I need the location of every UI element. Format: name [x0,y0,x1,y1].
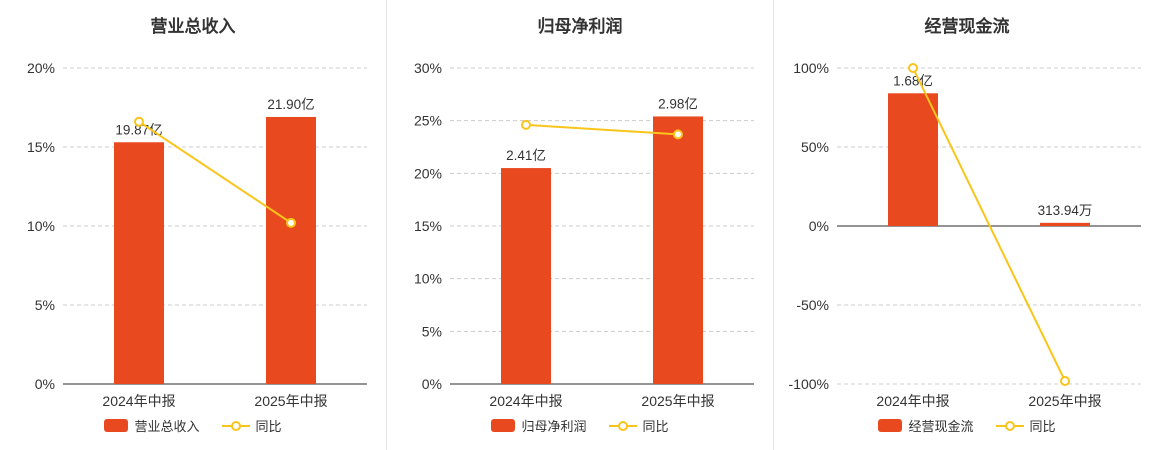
revenue-chart-canvas: 0% 5% 10% 15% 20% 19.87亿 21.90亿 2024年中报 2025年中报 [27,60,367,409]
bar [1040,222,1090,226]
yoy-line-marker [673,129,683,140]
bar-series-swatch [104,419,129,432]
bar [888,93,938,226]
yoy-line-marker [286,217,296,228]
y-tick-label: 15% [414,218,442,234]
yoy-line-marker [1060,375,1070,386]
line-series-swatch [221,419,250,432]
yoy-line [912,67,1066,382]
y-tick-label: 20% [414,165,442,181]
yoy-line-marker [908,63,918,73]
bar-series-swatch [878,419,903,432]
y-tick-label: 10% [414,271,442,287]
chart-title: 归母净利润 [537,16,623,36]
chart-legend: 归母净利润 同比 [491,416,669,435]
x-axis-label: 2024年中报 [489,393,562,409]
y-tick-label: 100% [793,60,829,76]
bar-value-label: 313.94万 [1038,203,1093,218]
y-tick-label: 20% [27,60,55,76]
bar-series-swatch [491,419,516,432]
chart-panel-total-revenue: 营业总收入 0% 5% 10% 15% 20% 19.87亿 21.90亿 2024年中报 20… [0,0,386,450]
x-axis-label: 2025年中报 [254,393,327,409]
legend-item-bar: 经营现金流 [878,416,974,435]
yoy-line-marker [134,116,144,127]
y-tick-label: 10% [27,218,55,234]
y-tick-label: 0% [809,218,829,234]
legend-label: 营业总收入 [134,419,200,434]
bar [653,116,703,384]
bar [266,116,316,384]
bar [114,142,164,384]
line-series-swatch [995,419,1024,432]
line-series-swatch [608,419,637,432]
legend-label: 经营现金流 [908,419,974,434]
bar-value-label: 19.87亿 [115,122,162,137]
x-axis-label: 2025年中报 [1028,393,1101,409]
net-profit-chart-canvas: 0% 5% 10% 15% 20% 25% 30% 2.41亿 2.98亿 2024年中报 2025… [414,60,754,409]
bar-value-label: 21.90亿 [267,97,314,112]
y-tick-label: 25% [414,113,442,129]
legend-label: 归母净利润 [521,419,587,434]
legend-item-line: 同比 [608,416,669,435]
y-tick-label: 5% [35,297,55,313]
bar [501,168,551,384]
chart-panel-operating-cash-flow: 经营现金流 -100% -50% 0% 50% 100% 1.68亿 313.94万 2024… [773,0,1160,450]
legend-item-line: 同比 [995,416,1056,435]
chart-legend: 经营现金流 同比 [878,416,1056,435]
yoy-line [525,123,679,136]
chart-panel-net-profit: 归母净利润 0% 5% 10% 15% 20% 25% 30% 2.41亿 2.98亿 2024年… [386,0,773,450]
legend-label: 同比 [255,419,282,434]
chart-title: 经营现金流 [924,16,1010,36]
y-tick-label: 50% [801,139,829,155]
yoy-line-marker [521,119,531,130]
bar-value-label: 2.41亿 [506,148,546,163]
x-axis-label: 2024年中报 [102,393,175,409]
cash-flow-chart-canvas: -100% -50% 0% 50% 100% 1.68亿 313.94万 2024年中报 202… [789,60,1141,409]
y-tick-label: -50% [796,297,829,313]
y-tick-label: 5% [422,323,442,339]
legend-label: 同比 [1029,419,1056,434]
y-tick-label: 0% [35,376,55,392]
bar-value-label: 1.68亿 [893,73,933,88]
y-tick-label: 15% [27,139,55,155]
chart-title: 营业总收入 [150,16,236,36]
y-tick-label: -100% [789,376,829,392]
y-tick-label: 0% [422,376,442,392]
x-axis-label: 2025年中报 [641,393,714,409]
y-tick-label: 30% [414,60,442,76]
legend-label: 同比 [642,419,669,434]
bar-value-label: 2.98亿 [658,96,698,111]
chart-legend: 营业总收入 同比 [104,416,282,435]
legend-item-line: 同比 [221,416,282,435]
legend-item-bar: 归母净利润 [491,416,587,435]
x-axis-label: 2024年中报 [876,393,949,409]
legend-item-bar: 营业总收入 [104,416,200,435]
yoy-line [138,120,292,224]
